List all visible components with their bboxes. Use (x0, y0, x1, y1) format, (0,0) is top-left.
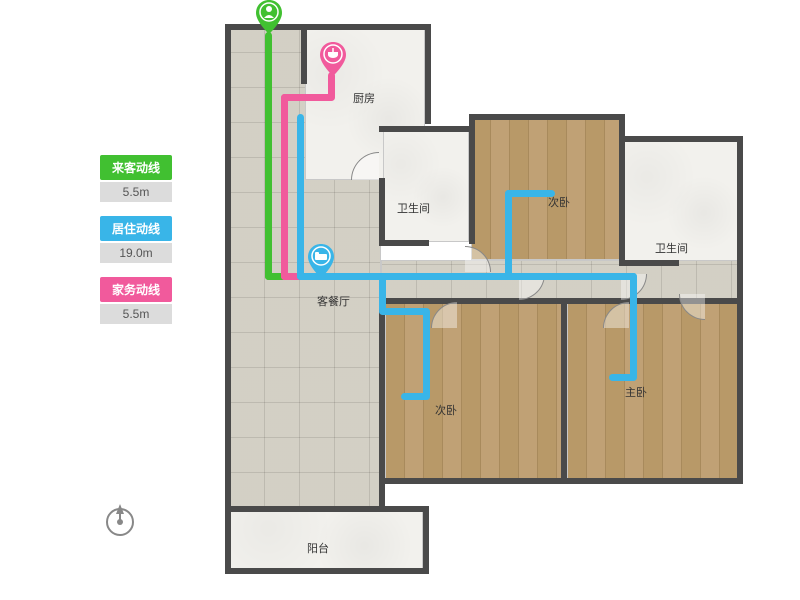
wall (225, 506, 429, 512)
wall (225, 24, 231, 574)
room-label-hall: 客餐厅 (317, 293, 350, 309)
legend: 来客动线 5.5m 居住动线 19.0m 家务动线 5.5m (100, 155, 172, 338)
path-segment (281, 94, 288, 280)
wall (619, 136, 743, 142)
path-segment (379, 308, 429, 315)
room-label-bed2a: 次卧 (548, 194, 570, 210)
floorplan: 客餐厅厨房卫生间次卧卫生间次卧主卧阳台 (225, 10, 775, 590)
path-segment (630, 273, 637, 381)
room-bed2b (385, 302, 563, 480)
room-label-bath2: 卫生间 (655, 240, 688, 256)
path-segment (281, 94, 335, 101)
room-label-balcony: 阳台 (307, 540, 329, 556)
wall (379, 478, 743, 484)
room-master (567, 302, 739, 480)
path-segment (297, 273, 637, 280)
room-label-master: 主卧 (625, 384, 647, 400)
room-bed2a (471, 118, 621, 260)
wall (469, 114, 625, 120)
marker-chores-start (320, 42, 346, 76)
legend-value-living: 19.0m (100, 243, 172, 263)
wall (425, 24, 431, 124)
legend-item-guest: 来客动线 5.5m (100, 155, 172, 202)
legend-item-living: 居住动线 19.0m (100, 216, 172, 263)
room-label-kitchen: 厨房 (353, 90, 375, 106)
path-segment (609, 374, 635, 381)
wall (561, 298, 567, 484)
path-segment (328, 72, 335, 100)
path-segment (265, 32, 272, 280)
path-segment (401, 393, 429, 400)
compass-icon (100, 500, 140, 540)
wall (379, 126, 475, 132)
wall (379, 178, 385, 244)
legend-value-guest: 5.5m (100, 182, 172, 202)
wall (301, 24, 307, 84)
legend-item-chores: 家务动线 5.5m (100, 277, 172, 324)
marker-guest-start (256, 0, 282, 34)
path-segment (297, 114, 304, 280)
legend-title-chores: 家务动线 (100, 277, 172, 302)
wall (619, 260, 679, 266)
room-label-bed2b: 次卧 (435, 402, 457, 418)
path-segment (423, 308, 430, 400)
legend-value-chores: 5.5m (100, 304, 172, 324)
room-label-bath1: 卫生间 (397, 200, 430, 216)
legend-title-guest: 来客动线 (100, 155, 172, 180)
room-bath1 (383, 130, 469, 242)
wall (469, 114, 475, 244)
wall (423, 506, 429, 572)
path-segment (505, 190, 512, 278)
wall (737, 136, 743, 484)
wall (379, 240, 429, 246)
marker-living-start (308, 244, 334, 278)
wall (225, 568, 429, 574)
path-segment (379, 273, 386, 313)
legend-title-living: 居住动线 (100, 216, 172, 241)
